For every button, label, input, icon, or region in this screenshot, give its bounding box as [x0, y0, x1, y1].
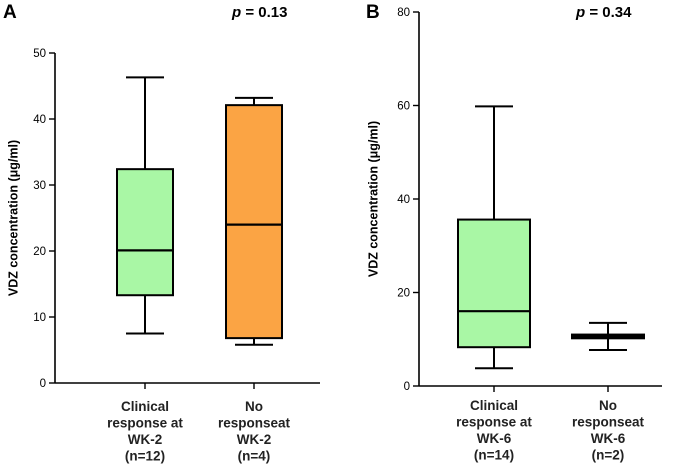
y-tick-label: 10	[33, 312, 46, 324]
p-value-number: = 0.13	[241, 4, 287, 21]
y-tick-label: 20	[397, 288, 410, 300]
y-tick-label: 60	[397, 101, 410, 113]
category-label-line: No	[599, 398, 617, 413]
p-value-number: = 0.34	[585, 4, 632, 21]
category-label-line: responseat	[218, 416, 291, 431]
y-tick-label: 20	[33, 246, 46, 258]
p-value: p = 0.13	[231, 4, 287, 21]
category-label-line: No	[245, 399, 263, 414]
category-label-line: (n=2)	[592, 448, 625, 463]
box-iqr	[225, 104, 283, 340]
panel-letter: B	[366, 2, 380, 23]
p-value: p = 0.34	[575, 4, 632, 21]
y-tick-label: 30	[33, 180, 46, 192]
category-label: Clinical response at WK-6 (n=14)	[456, 398, 532, 463]
y-tick-label: 0	[40, 378, 46, 390]
y-axis-label: VDZ concentration (μg/ml)	[366, 121, 380, 277]
category-label: No responseat WK-6 (n=2)	[572, 398, 645, 463]
category-label: Clinical response at WK-2 (n=12)	[107, 399, 183, 464]
y-tick-label: 40	[33, 114, 46, 126]
category-label-line: response at	[456, 415, 532, 430]
category-label-line: WK-2	[237, 432, 272, 447]
category-label-line: WK-2	[128, 432, 163, 447]
category-label-line: WK-6	[591, 431, 626, 446]
p-value-symbol: p	[575, 4, 585, 21]
category-label: No responseat WK-2 (n=4)	[218, 399, 291, 464]
y-tick-label: 0	[404, 381, 410, 393]
box-iqr	[457, 218, 531, 349]
category-label-line: (n=14)	[474, 448, 514, 463]
category-label-line: (n=4)	[238, 449, 271, 464]
box-iqr	[116, 168, 174, 297]
category-label-line: response at	[107, 416, 183, 431]
y-tick-label: 50	[33, 48, 46, 60]
category-label-line: WK-6	[477, 431, 512, 446]
category-label-line: (n=12)	[125, 449, 165, 464]
y-tick-label: 40	[397, 194, 410, 206]
p-value-symbol: p	[231, 4, 241, 21]
panel-letter: A	[3, 2, 17, 23]
category-label-line: responseat	[572, 415, 645, 430]
y-axis-label: VDZ concentration (μg/ml)	[6, 140, 20, 296]
category-label-line: Clinical	[470, 398, 518, 413]
category-label-line: Clinical	[121, 399, 169, 414]
y-tick-label: 80	[397, 7, 410, 19]
